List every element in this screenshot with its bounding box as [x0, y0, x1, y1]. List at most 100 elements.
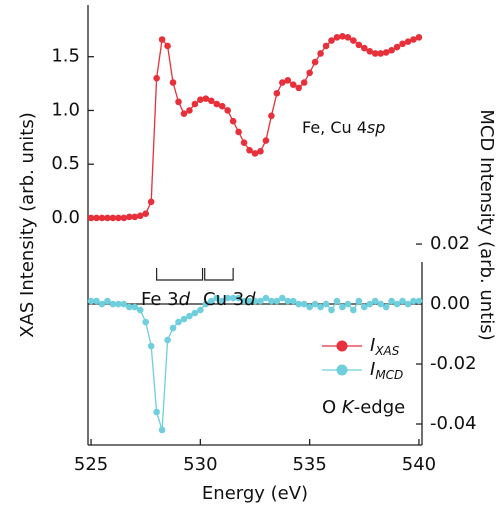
data-point — [262, 137, 270, 144]
y-tick-label: 1.0 — [51, 99, 80, 120]
data-point — [311, 300, 319, 308]
data-point — [169, 324, 177, 332]
data-point — [328, 37, 335, 44]
data-point — [213, 100, 221, 108]
data-point — [257, 297, 264, 305]
data-point — [317, 50, 324, 57]
data-point — [317, 303, 324, 311]
legend-name: I — [370, 359, 375, 380]
data-point — [328, 306, 335, 314]
annotation: Fe, Cu 4sp — [302, 118, 385, 137]
data-point — [268, 297, 275, 305]
x-tick-label: 535 — [292, 454, 326, 475]
data-point — [377, 300, 384, 308]
data-point — [393, 300, 401, 308]
data-point — [344, 34, 352, 41]
data-point — [93, 214, 100, 222]
data-point — [388, 46, 395, 54]
data-point — [180, 315, 188, 323]
data-point — [371, 297, 379, 305]
data-point — [404, 38, 412, 45]
data-point — [339, 303, 346, 311]
bracket — [156, 268, 204, 281]
data-point — [136, 212, 144, 220]
data-point — [147, 198, 155, 206]
data-point — [158, 36, 166, 43]
data-point — [295, 300, 303, 308]
legend-label: IXAS — [370, 335, 400, 358]
data-point — [98, 300, 106, 308]
annotation-text: Cu 3 — [203, 289, 244, 310]
data-point — [382, 303, 390, 311]
legend-label: IMCD — [370, 359, 403, 382]
data-point — [136, 306, 144, 314]
data-point — [131, 213, 139, 221]
data-point — [355, 41, 363, 49]
x-tick-label: 540 — [402, 454, 436, 475]
data-point — [153, 408, 160, 416]
y-tick-label: 0.5 — [51, 153, 80, 174]
data-point — [175, 98, 182, 106]
data-point — [300, 300, 308, 308]
data-point — [109, 300, 117, 308]
data-point — [218, 297, 226, 305]
data-point — [207, 297, 215, 305]
data-point — [229, 294, 237, 302]
data-point — [251, 150, 259, 157]
legend-marker — [336, 364, 348, 376]
data-point — [126, 303, 133, 311]
data-point — [306, 69, 313, 77]
data-point — [289, 81, 297, 88]
y2-tick-label: 0.02 — [430, 233, 470, 254]
annotation: Cu 3d — [203, 289, 256, 310]
y-tick-label: 0.0 — [51, 207, 80, 228]
data-point — [311, 58, 319, 66]
data-point — [186, 312, 193, 320]
y2-tick-label: -0.04 — [430, 413, 477, 434]
legend-sub: XAS — [374, 344, 399, 358]
data-point — [131, 303, 139, 311]
data-point — [366, 48, 374, 55]
data-point — [284, 297, 292, 305]
data-point — [366, 300, 374, 308]
data-point — [240, 139, 248, 147]
data-point — [142, 318, 150, 326]
y-axis-label: XAS Intensity (arb. units) — [17, 112, 38, 337]
annotation-tail: -edge — [354, 397, 406, 418]
data-point — [191, 100, 199, 108]
data-point — [284, 77, 292, 84]
y2-axis-label: MCD Intensity (arb. untis) — [476, 109, 497, 340]
data-point — [355, 297, 363, 305]
data-point — [104, 297, 111, 305]
data-point — [224, 294, 231, 302]
data-point — [126, 213, 133, 221]
data-point — [246, 297, 253, 305]
bracket — [204, 268, 234, 281]
data-point — [268, 112, 275, 120]
data-point — [207, 97, 215, 105]
data-point — [93, 297, 100, 305]
data-point — [197, 306, 204, 314]
data-point — [399, 297, 406, 305]
data-point — [87, 297, 95, 305]
data-point — [306, 303, 313, 311]
data-point — [186, 107, 193, 114]
data-point — [279, 294, 286, 302]
data-point — [169, 79, 177, 86]
data-point — [246, 146, 253, 154]
data-point — [142, 210, 150, 217]
y-tick-label: 1.5 — [51, 46, 80, 67]
data-point — [279, 79, 286, 86]
data-point — [153, 74, 160, 82]
data-point — [235, 294, 242, 302]
annotation-italic: d — [244, 289, 256, 310]
data-point — [202, 300, 210, 308]
data-point — [382, 49, 390, 56]
data-point — [322, 300, 330, 308]
data-point — [104, 214, 111, 222]
data-point — [158, 426, 166, 434]
data-point — [164, 336, 171, 344]
data-point — [273, 297, 281, 305]
data-point — [377, 50, 384, 57]
